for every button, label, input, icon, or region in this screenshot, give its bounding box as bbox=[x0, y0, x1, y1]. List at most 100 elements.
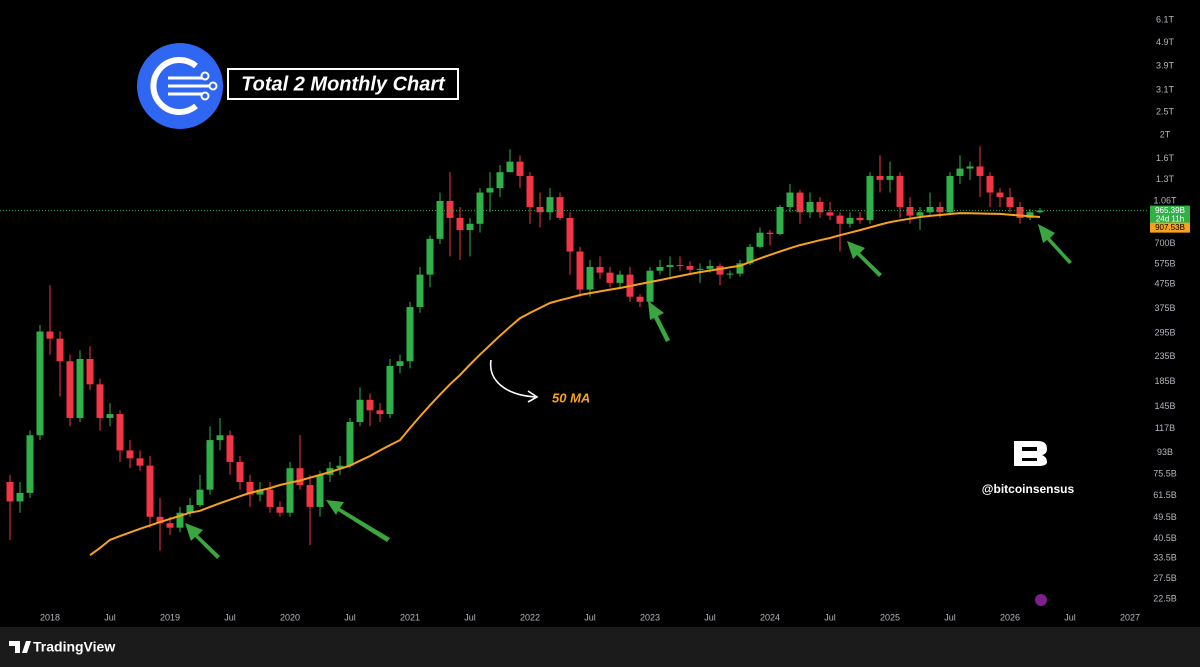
candle-body bbox=[166, 523, 174, 528]
candle-body bbox=[656, 266, 664, 271]
candle-body bbox=[606, 272, 614, 283]
candle-body bbox=[286, 468, 294, 513]
x-tick-label: Jul bbox=[1064, 612, 1076, 622]
x-tick-label: 2022 bbox=[520, 612, 540, 622]
candle-body bbox=[436, 200, 444, 239]
candle-body bbox=[476, 192, 484, 224]
candle-body bbox=[766, 232, 774, 235]
candle-body bbox=[846, 217, 854, 224]
candle-body bbox=[576, 251, 584, 290]
candle-body bbox=[226, 435, 234, 462]
candle-body bbox=[486, 188, 494, 193]
candle-body bbox=[506, 161, 514, 173]
candle-body bbox=[336, 465, 344, 469]
candle-body bbox=[146, 465, 154, 517]
candle-body bbox=[716, 266, 724, 275]
candle-body bbox=[1006, 197, 1014, 207]
candle-body bbox=[366, 399, 374, 411]
candle-body bbox=[96, 384, 104, 418]
y-tick-label: 235B bbox=[1154, 351, 1175, 361]
x-tick-label: 2020 bbox=[280, 612, 300, 622]
candle-body bbox=[446, 200, 454, 218]
x-tick-label: Jul bbox=[344, 612, 356, 622]
y-tick-label: 61.5B bbox=[1153, 490, 1177, 500]
candle-body bbox=[396, 361, 404, 366]
y-tick-label: 375B bbox=[1154, 303, 1175, 313]
candle-body bbox=[696, 268, 704, 270]
candle-body bbox=[596, 266, 604, 273]
candle-body bbox=[976, 166, 984, 176]
candle-body bbox=[776, 206, 784, 235]
x-tick-label: 2026 bbox=[1000, 612, 1020, 622]
chart-title: Total 2 Monthly Chart bbox=[241, 73, 446, 95]
y-tick-label: 40.5B bbox=[1153, 533, 1177, 543]
candle-body bbox=[966, 166, 974, 169]
candle-body bbox=[746, 246, 754, 264]
candle-body bbox=[586, 266, 594, 290]
x-tick-label: 2023 bbox=[640, 612, 660, 622]
arrow bbox=[326, 500, 390, 542]
x-tick-label: 2025 bbox=[880, 612, 900, 622]
watermark: @bitcoinsensus bbox=[982, 441, 1075, 496]
watermark-logo bbox=[1014, 441, 1047, 466]
candle-body bbox=[316, 474, 324, 507]
candle-body bbox=[926, 206, 934, 213]
candle-body bbox=[566, 217, 574, 252]
candle-body bbox=[956, 168, 964, 176]
candle-body bbox=[216, 435, 224, 441]
candle-body bbox=[6, 481, 14, 502]
brand-name: TradingView bbox=[33, 639, 115, 655]
candle-body bbox=[266, 489, 274, 507]
x-tick-label: Jul bbox=[464, 612, 476, 622]
candle-body bbox=[796, 192, 804, 213]
candle-body bbox=[836, 215, 844, 224]
candle-body bbox=[816, 201, 824, 213]
candle-body bbox=[126, 450, 134, 459]
candle-body bbox=[646, 270, 654, 302]
candle-body bbox=[256, 489, 264, 495]
candle-body bbox=[276, 506, 284, 513]
y-tick-label: 117B bbox=[1155, 423, 1175, 433]
candle-body bbox=[556, 197, 564, 218]
x-tick-label: 2019 bbox=[160, 612, 180, 622]
y-tick-label: 1.06T bbox=[1153, 195, 1177, 205]
candle-body bbox=[136, 458, 144, 466]
candle-body bbox=[786, 192, 794, 207]
candle-body bbox=[986, 175, 994, 193]
candle-body bbox=[376, 410, 384, 415]
candle-body bbox=[666, 265, 674, 267]
candle-body bbox=[306, 484, 314, 507]
candle-body bbox=[296, 468, 304, 485]
logo-lines bbox=[168, 76, 210, 96]
y-tick-label: 1.6T bbox=[1156, 153, 1175, 163]
ma-pointer bbox=[489, 359, 536, 398]
y-tick-label: 3.9T bbox=[1156, 61, 1175, 71]
candle-body bbox=[356, 399, 364, 423]
candle-body bbox=[46, 331, 54, 339]
x-tick-label: 2027 bbox=[1120, 612, 1140, 622]
candle-body bbox=[896, 175, 904, 207]
candle-body bbox=[156, 516, 164, 524]
y-tick-label: 2.5T bbox=[1156, 107, 1175, 117]
y-tick-label: 27.5B bbox=[1153, 573, 1177, 583]
logo-node bbox=[208, 81, 218, 91]
candle-body bbox=[66, 361, 74, 418]
candle-body bbox=[546, 197, 554, 213]
candle-body bbox=[906, 206, 914, 216]
y-tick-label: 3.1T bbox=[1156, 84, 1175, 94]
y-tick-label: 185B bbox=[1154, 376, 1175, 386]
candle-body bbox=[456, 217, 464, 231]
candle-body bbox=[516, 161, 524, 176]
y-tick-label: 33.5B bbox=[1153, 553, 1177, 563]
ma-annotation: 50 MA bbox=[552, 390, 590, 405]
candle-body bbox=[946, 175, 954, 213]
logo-node bbox=[200, 71, 210, 81]
footer-bar bbox=[0, 627, 1200, 667]
candle-body bbox=[386, 365, 394, 415]
candle-body bbox=[826, 212, 834, 216]
candle-body bbox=[636, 296, 644, 302]
arrow bbox=[1038, 224, 1072, 264]
candle-body bbox=[756, 232, 764, 247]
y-tick-label: 2T bbox=[1160, 130, 1171, 140]
